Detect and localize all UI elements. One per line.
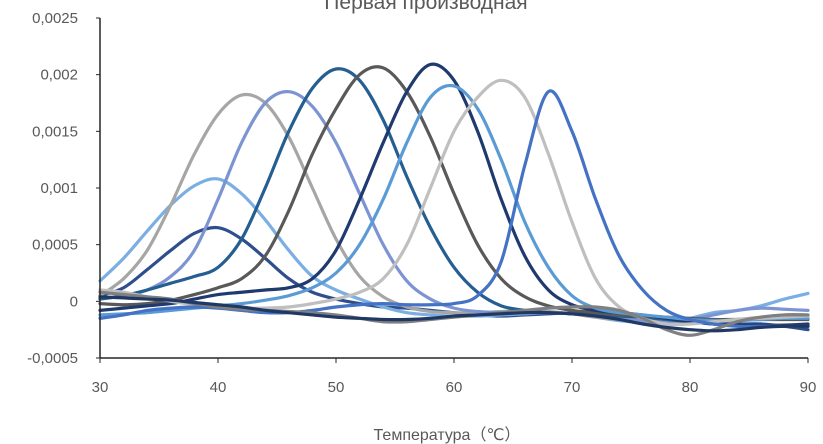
- y-tick-label: 0,0025: [32, 10, 78, 27]
- series-line-8: [98, 83, 810, 323]
- x-tick-label: 40: [210, 379, 227, 396]
- x-tick-label: 60: [446, 379, 463, 396]
- series-line-2: [98, 177, 810, 325]
- y-tick-label: 0,001: [40, 180, 78, 197]
- y-tick-label: 0,0005: [32, 237, 78, 254]
- y-tick-label: 0,002: [40, 67, 78, 84]
- y-tick-label: 0: [70, 293, 78, 310]
- x-ticks: 30 40 50 60 70 80 90: [92, 358, 817, 396]
- series-line-9: [98, 78, 810, 327]
- y-ticks: -0,0005 0 0,0005 0,001 0,0015 0,002 0,0025: [27, 10, 100, 367]
- series-line-7: [98, 62, 810, 327]
- chart-title: Первая производная: [324, 0, 527, 14]
- x-tick-label: 80: [682, 379, 699, 396]
- y-tick-label: -0,0005: [27, 350, 78, 367]
- x-tick-label: 90: [800, 379, 817, 396]
- x-tick-label: 70: [564, 379, 581, 396]
- series-line-12: [98, 295, 810, 333]
- series-line-6: [98, 65, 810, 322]
- x-tick-label: 30: [92, 379, 109, 396]
- x-axis-title: Температура（℃）: [374, 426, 521, 444]
- series-layer: [98, 62, 810, 337]
- x-tick-label: 50: [328, 379, 345, 396]
- y-tick-label: 0,0015: [32, 123, 78, 140]
- series-line-4: [98, 90, 810, 324]
